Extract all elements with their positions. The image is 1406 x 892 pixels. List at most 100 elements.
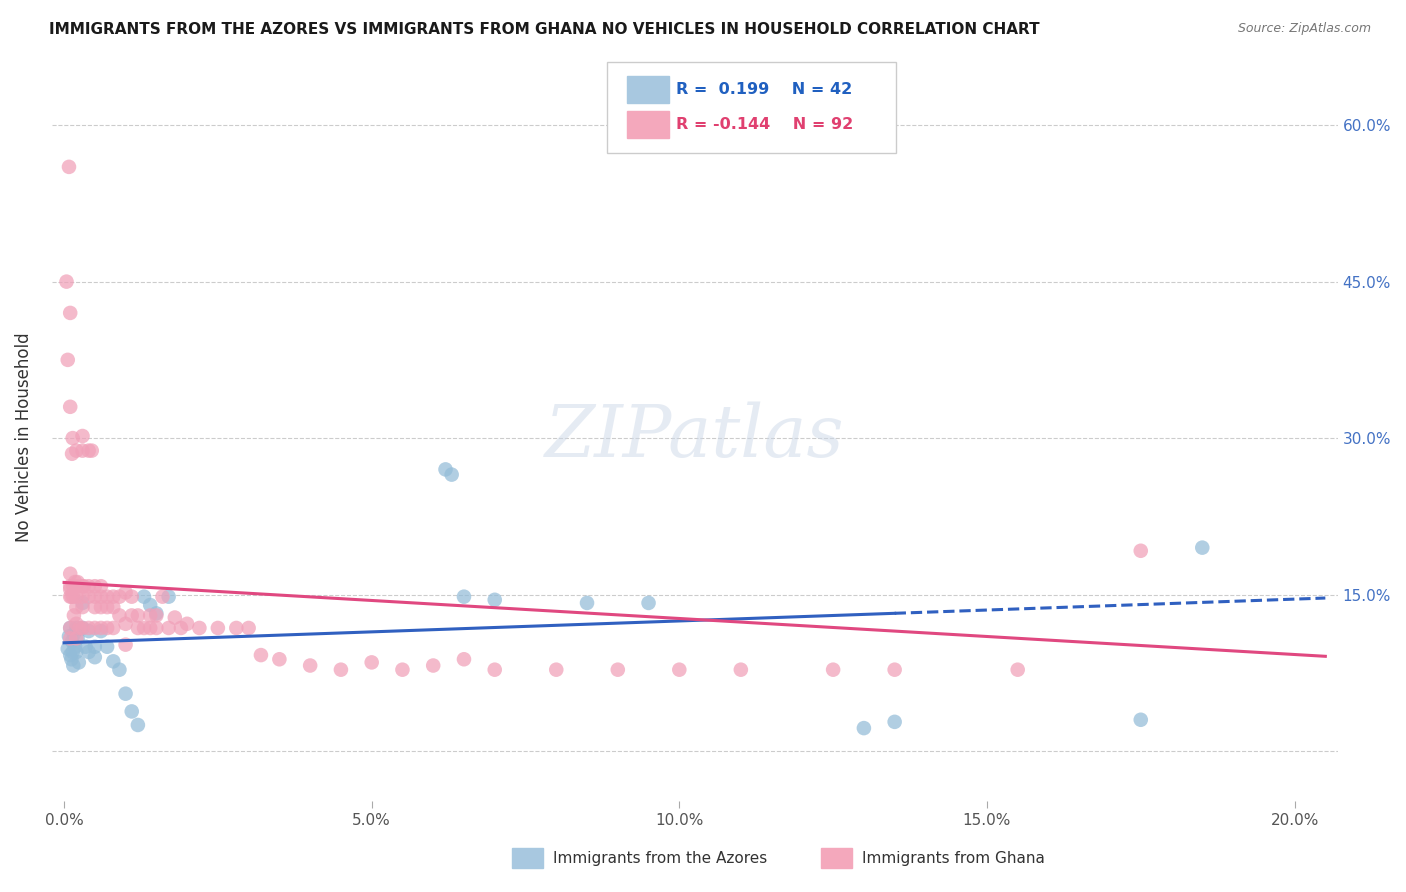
Point	[1129, 543, 1152, 558]
Point	[67, 656, 90, 670]
Point	[145, 608, 167, 623]
Point	[576, 596, 599, 610]
Point	[606, 663, 628, 677]
Point	[59, 590, 82, 604]
Point	[72, 443, 94, 458]
Point	[360, 656, 382, 670]
Point	[546, 663, 568, 677]
Text: R = -0.144    N = 92: R = -0.144 N = 92	[676, 118, 853, 132]
Point	[453, 590, 475, 604]
Point	[77, 624, 100, 639]
Point	[59, 621, 82, 635]
Point	[59, 621, 82, 635]
Point	[422, 658, 444, 673]
Point	[145, 607, 167, 621]
Text: Immigrants from Ghana: Immigrants from Ghana	[862, 851, 1045, 865]
Point	[58, 629, 80, 643]
Point	[157, 590, 180, 604]
Point	[139, 621, 162, 635]
Point	[96, 621, 118, 635]
Text: Source: ZipAtlas.com: Source: ZipAtlas.com	[1237, 22, 1371, 36]
Point	[72, 590, 94, 604]
Point	[59, 306, 82, 320]
Point	[852, 721, 875, 735]
Text: IMMIGRANTS FROM THE AZORES VS IMMIGRANTS FROM GHANA NO VEHICLES IN HOUSEHOLD COR: IMMIGRANTS FROM THE AZORES VS IMMIGRANTS…	[49, 22, 1040, 37]
Text: ZIPatlas: ZIPatlas	[546, 401, 845, 473]
Point	[83, 579, 105, 593]
Point	[62, 658, 84, 673]
Point	[66, 632, 89, 646]
Point	[63, 608, 86, 623]
Point	[121, 608, 143, 623]
Point	[63, 627, 86, 641]
Point	[58, 160, 80, 174]
Point	[59, 582, 82, 597]
Point	[77, 645, 100, 659]
Point	[75, 640, 97, 654]
Point	[121, 705, 143, 719]
Point	[108, 590, 131, 604]
Point	[188, 621, 211, 635]
Point	[103, 590, 125, 604]
Point	[883, 663, 905, 677]
Point	[1129, 713, 1152, 727]
Point	[96, 600, 118, 615]
Point	[103, 600, 125, 615]
Point	[114, 616, 136, 631]
Point	[65, 632, 87, 646]
Point	[72, 600, 94, 615]
Point	[1007, 663, 1029, 677]
Point	[59, 648, 82, 662]
Point	[250, 648, 273, 662]
Point	[132, 621, 155, 635]
Point	[73, 579, 96, 593]
Point	[238, 621, 260, 635]
Point	[434, 462, 457, 476]
Point	[63, 640, 86, 654]
Point	[83, 640, 105, 654]
Point	[65, 621, 87, 635]
Point	[127, 718, 149, 732]
Point	[63, 575, 86, 590]
Point	[83, 590, 105, 604]
Point	[132, 590, 155, 604]
Point	[90, 621, 112, 635]
Point	[90, 600, 112, 615]
Point	[823, 663, 845, 677]
Point	[484, 592, 506, 607]
Point	[65, 600, 87, 615]
Point	[77, 443, 100, 458]
Text: Immigrants from the Azores: Immigrants from the Azores	[553, 851, 766, 865]
Point	[62, 590, 84, 604]
Point	[56, 352, 79, 367]
Point	[484, 663, 506, 677]
Point	[90, 590, 112, 604]
Point	[121, 590, 143, 604]
Point	[207, 621, 229, 635]
Point	[72, 621, 94, 635]
Point	[65, 616, 87, 631]
Point	[114, 638, 136, 652]
Point	[72, 621, 94, 635]
Point	[62, 645, 84, 659]
Point	[127, 621, 149, 635]
Point	[77, 579, 100, 593]
Point	[157, 621, 180, 635]
Point	[637, 596, 659, 610]
Point	[65, 579, 87, 593]
Point	[56, 641, 79, 656]
Y-axis label: No Vehicles in Household: No Vehicles in Household	[15, 332, 32, 541]
Point	[668, 663, 690, 677]
Point	[108, 663, 131, 677]
Point	[60, 634, 83, 648]
Point	[83, 621, 105, 635]
Point	[225, 621, 247, 635]
Point	[62, 579, 84, 593]
Point	[883, 714, 905, 729]
Point	[114, 585, 136, 599]
Point	[163, 610, 186, 624]
Point	[329, 663, 352, 677]
Point	[176, 616, 198, 631]
Point	[96, 590, 118, 604]
Point	[60, 590, 83, 604]
